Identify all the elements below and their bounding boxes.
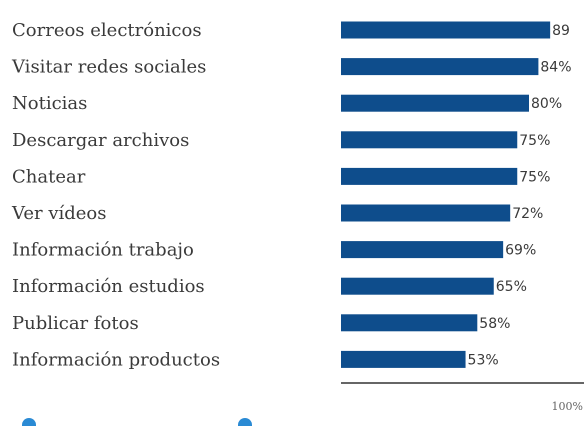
- value-labels: 89 84% 80% 75% 75% 72% 69% 65% 58% 53%: [468, 23, 572, 368]
- value-label: 58%: [479, 316, 510, 332]
- bar: [341, 167, 518, 185]
- category-label: Visitar redes sociales: [11, 57, 206, 78]
- value-label: 75%: [519, 169, 550, 185]
- category-label: Ver vídeos: [11, 203, 107, 224]
- value-label: 75%: [519, 133, 550, 149]
- category-label: Publicar fotos: [12, 313, 139, 334]
- x-tick-label: 100%: [552, 400, 583, 413]
- bar: [341, 204, 511, 222]
- category-label: Información estudios: [12, 276, 205, 297]
- category-label: Descargar archivos: [12, 130, 189, 151]
- bar: [341, 350, 466, 368]
- category-label: Información trabajo: [12, 240, 194, 261]
- bar: [341, 241, 504, 259]
- legend-marker-1: [22, 418, 36, 426]
- value-label: 65%: [496, 279, 527, 295]
- value-label: 53%: [468, 352, 499, 368]
- value-label: 89: [552, 23, 570, 39]
- value-label: 72%: [512, 206, 543, 222]
- category-label: Correos electrónicos: [12, 20, 202, 41]
- category-labels: Correos electrónicos Visitar redes social…: [11, 20, 220, 370]
- value-label: 69%: [505, 243, 536, 259]
- legend-marker-2: [238, 418, 252, 426]
- bars: [341, 21, 551, 368]
- bar: [341, 314, 478, 332]
- bar: [341, 21, 551, 39]
- bar: [341, 131, 518, 149]
- bar: [341, 58, 539, 76]
- bar: [341, 94, 529, 112]
- category-label: Noticias: [12, 93, 87, 114]
- bar: [341, 277, 494, 295]
- category-label: Información productos: [12, 349, 220, 370]
- value-label: 80%: [531, 96, 562, 112]
- category-label: Chatear: [12, 166, 86, 187]
- value-label: 84%: [540, 60, 571, 76]
